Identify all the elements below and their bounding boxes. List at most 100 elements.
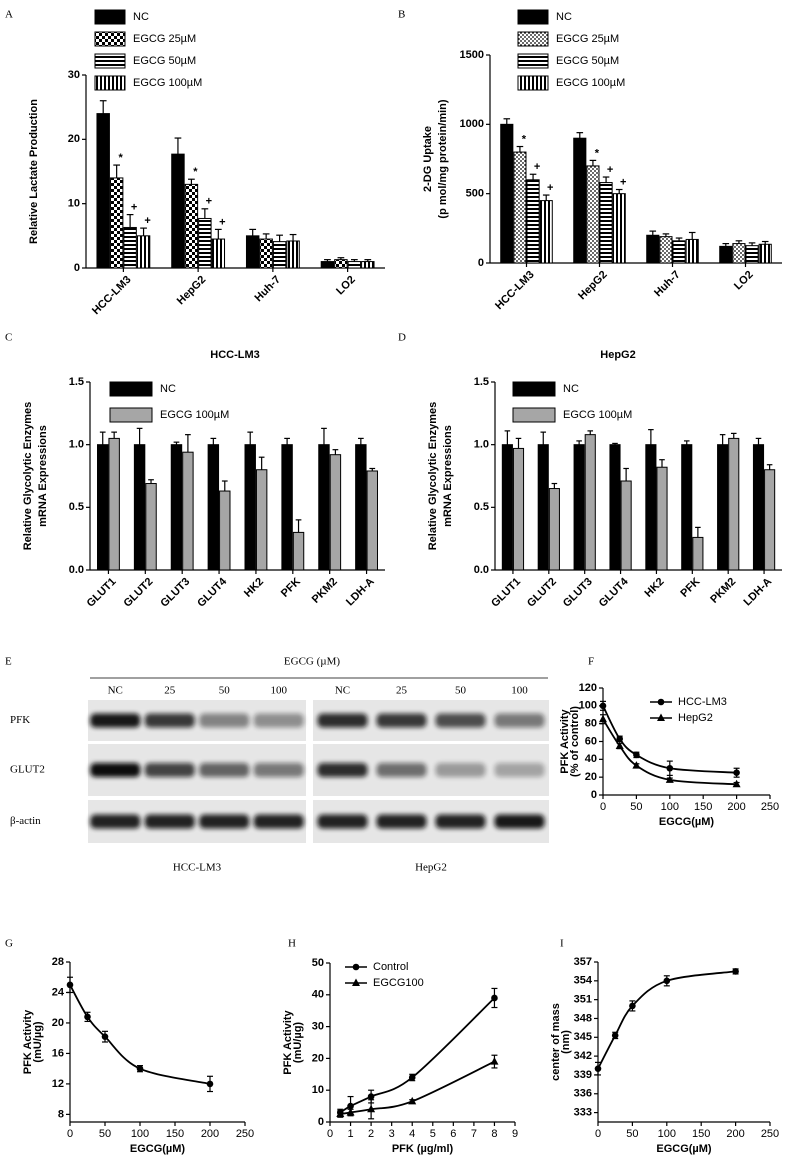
panel-letter: D [398, 332, 406, 344]
x-axis-title: EGCG(µM) [656, 1143, 712, 1155]
y-tick-label: 1.0 [474, 439, 489, 451]
bar [219, 490, 231, 571]
y-tick-label: 1000 [460, 118, 484, 130]
bar [717, 444, 729, 571]
marker [136, 1065, 144, 1072]
y-tick-label: 333 [574, 1106, 592, 1118]
legend-label: EGCG100 [373, 977, 424, 989]
error-bar [148, 479, 154, 484]
legend-label: EGCG 25µM [556, 33, 619, 45]
error-bar [321, 427, 327, 445]
x-tick-label: HepG2 [175, 274, 209, 308]
y-tick-label: 100 [579, 700, 597, 712]
y-tick-label: 0.5 [69, 501, 84, 513]
blot-band [435, 814, 486, 829]
bar [109, 177, 124, 269]
error-bar [262, 233, 270, 240]
x-tick-label: 0 [595, 1128, 601, 1140]
error-bar [99, 431, 106, 445]
bar [659, 236, 673, 264]
blot-band [144, 713, 195, 728]
bar [685, 238, 699, 264]
x-tick-label: 150 [166, 1128, 184, 1140]
x-tick-label: 1 [347, 1128, 353, 1140]
y-axis-title: mRNA Expressions [37, 425, 49, 527]
y-axis-title: (p mol/mg protein/min) [437, 99, 449, 218]
bar [211, 238, 226, 269]
x-tick-label: GLUT4 [597, 575, 632, 610]
marker [666, 764, 674, 772]
y-tick-label: 10 [312, 1084, 324, 1096]
legend-swatch [94, 31, 126, 47]
legend-swatch [109, 407, 153, 423]
bar [758, 243, 772, 264]
bar [292, 531, 305, 571]
bar [692, 536, 704, 571]
blot-band [317, 814, 368, 829]
legend-marker [352, 978, 360, 986]
marker [616, 735, 623, 743]
chart-title: HepG2 [600, 349, 635, 361]
error-bar [542, 194, 550, 201]
bar [537, 444, 549, 571]
error-bar [551, 482, 558, 489]
bar [599, 182, 613, 264]
blot-band [435, 713, 486, 728]
significance-mark: + [131, 202, 137, 214]
x-tick-label: 5 [430, 1128, 436, 1140]
y-tick-label: 28 [52, 956, 64, 968]
bar [513, 151, 527, 264]
legend-label: HepG2 [678, 712, 713, 724]
bar [501, 444, 513, 571]
x-axis-title: EGCG(µM) [659, 816, 715, 828]
error-bar [730, 432, 737, 439]
bar [329, 454, 342, 571]
bar [133, 444, 146, 571]
error-bar [735, 240, 743, 244]
x-tick-label: 0 [600, 801, 606, 813]
bar [573, 137, 587, 264]
legend-label: EGCG 25µM [133, 33, 196, 45]
marker [733, 769, 740, 777]
y-axis-title: Relative Glycolytic Enzymes [22, 402, 34, 551]
error-bar [576, 440, 582, 445]
legend-marker [657, 698, 665, 706]
bar [366, 470, 378, 571]
legend-label: NC [133, 11, 149, 23]
y-axis-title: Relative Glycolytic Enzymes [427, 402, 439, 551]
marker [599, 702, 607, 710]
blot-band [199, 763, 250, 777]
x-axis-title: PFK (µg/ml) [392, 1143, 454, 1155]
x-axis-title: EGCG(µM) [130, 1143, 186, 1155]
y-tick-label: 0 [478, 257, 484, 269]
marker [408, 1096, 417, 1105]
y-axis-title: mRNA Expressions [442, 425, 454, 527]
marker [633, 751, 640, 759]
error-bar [364, 259, 372, 262]
error-bar [113, 164, 121, 178]
x-tick-label: 150 [692, 1128, 710, 1140]
bar [123, 226, 137, 269]
y-axis-title: 2-DG Uptake [422, 126, 434, 192]
error-bar [126, 214, 134, 228]
bar [182, 451, 194, 571]
legend-label: EGCG 100µM [133, 77, 202, 89]
x-tick-label: PFK [279, 576, 303, 600]
marker [490, 1057, 499, 1065]
lane-label: 25 [164, 685, 176, 697]
bar [745, 245, 759, 264]
blot-treatment: EGCG (µM) [284, 656, 340, 668]
error-bar [755, 437, 762, 445]
cell-line-label: HCC-LM3 [173, 862, 222, 874]
bar [526, 179, 540, 264]
significance-mark: + [206, 196, 212, 208]
y-tick-label: 20 [312, 1052, 324, 1064]
bar [512, 447, 525, 571]
error-bar [174, 137, 182, 155]
marker [594, 1065, 602, 1072]
error-bar [602, 176, 610, 183]
marker [491, 994, 498, 1002]
bar [719, 245, 733, 264]
legend-label: EGCG 50µM [556, 55, 619, 67]
marker [347, 1102, 354, 1110]
